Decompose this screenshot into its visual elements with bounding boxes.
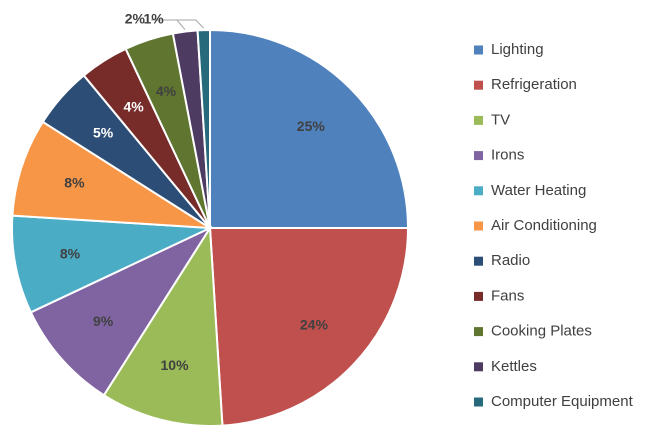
pie-slice xyxy=(102,224,224,425)
legend-swatch xyxy=(474,362,483,372)
data-label: 4% xyxy=(123,98,144,114)
data-label: 4% xyxy=(156,83,177,99)
legend-label: Radio xyxy=(491,252,530,269)
data-label: 10% xyxy=(161,357,190,373)
legend-swatch xyxy=(474,327,483,337)
legend-label: Computer Equipment xyxy=(491,393,634,410)
pie-slice xyxy=(11,214,211,314)
legend-label: Lighting xyxy=(491,41,544,58)
pie-slice xyxy=(208,227,410,425)
legend-label: Kettles xyxy=(491,358,537,375)
legend-label: Fans xyxy=(491,287,524,304)
data-label: 1% xyxy=(143,11,164,27)
legend-label: Water Heating xyxy=(491,182,586,199)
data-label: 9% xyxy=(93,313,114,329)
legend-swatch xyxy=(474,256,483,266)
legend-swatch xyxy=(474,291,483,301)
data-label: 8% xyxy=(64,175,85,191)
pie-slice xyxy=(209,28,410,229)
legend-swatch xyxy=(474,151,483,161)
legend-label: Irons xyxy=(491,147,524,164)
leader-line xyxy=(169,19,205,29)
pie-slice xyxy=(11,120,211,229)
legend-swatch xyxy=(474,221,483,231)
pie-slice xyxy=(29,225,213,397)
data-label: 24% xyxy=(300,316,329,332)
data-label: 25% xyxy=(297,118,326,134)
data-label: 2% xyxy=(125,11,146,27)
legend-swatch xyxy=(474,80,483,90)
pie-slice xyxy=(196,28,211,229)
legend-label: TV xyxy=(491,111,510,128)
legend-label: Cooking Plates xyxy=(491,323,592,340)
legend-swatch xyxy=(474,115,483,125)
legend-swatch xyxy=(474,45,483,55)
data-label: 8% xyxy=(60,245,81,261)
legend-label: Air Conditioning xyxy=(491,217,597,234)
data-label: 5% xyxy=(93,124,114,140)
legend-label: Refrigeration xyxy=(491,76,577,93)
legend-swatch xyxy=(474,397,483,407)
legend-swatch xyxy=(474,186,483,196)
